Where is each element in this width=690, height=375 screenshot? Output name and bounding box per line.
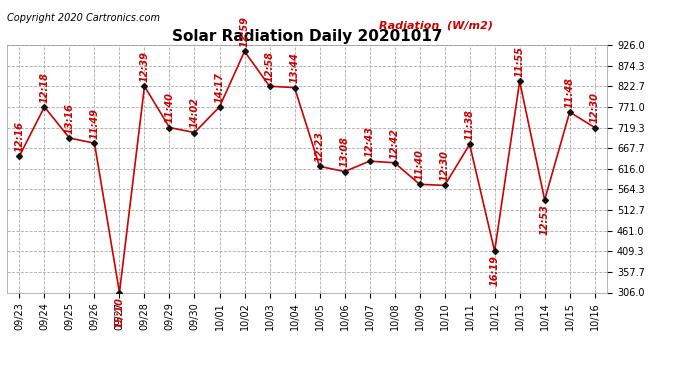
Text: 13:08: 13:08 xyxy=(339,136,350,167)
Text: 14:02: 14:02 xyxy=(190,98,199,128)
Text: Radiation  (W/m2): Radiation (W/m2) xyxy=(379,20,493,30)
Text: 13:16: 13:16 xyxy=(64,103,75,134)
Title: Solar Radiation Daily 20201017: Solar Radiation Daily 20201017 xyxy=(172,29,442,44)
Text: 12:53: 12:53 xyxy=(540,204,550,235)
Text: 11:40: 11:40 xyxy=(415,149,424,180)
Text: 15:10: 15:10 xyxy=(115,297,124,327)
Text: 12:23: 12:23 xyxy=(315,131,324,162)
Text: 12:39: 12:39 xyxy=(139,51,150,82)
Text: 11:38: 11:38 xyxy=(464,110,475,140)
Text: 12:16: 12:16 xyxy=(14,121,24,152)
Text: 12:30: 12:30 xyxy=(590,93,600,123)
Text: 12:18: 12:18 xyxy=(39,72,50,103)
Text: 12:30: 12:30 xyxy=(440,150,450,181)
Text: 11:55: 11:55 xyxy=(515,46,524,77)
Text: 12:58: 12:58 xyxy=(264,51,275,82)
Text: Copyright 2020 Cartronics.com: Copyright 2020 Cartronics.com xyxy=(7,13,160,23)
Text: 13:44: 13:44 xyxy=(290,53,299,83)
Text: 11:48: 11:48 xyxy=(564,77,575,108)
Text: 16:19: 16:19 xyxy=(490,255,500,286)
Text: 11:49: 11:49 xyxy=(90,108,99,139)
Text: 12:42: 12:42 xyxy=(390,128,400,159)
Text: 14:17: 14:17 xyxy=(215,72,224,103)
Text: 11:40: 11:40 xyxy=(164,93,175,123)
Text: 12:59: 12:59 xyxy=(239,16,250,47)
Text: 12:43: 12:43 xyxy=(364,126,375,157)
